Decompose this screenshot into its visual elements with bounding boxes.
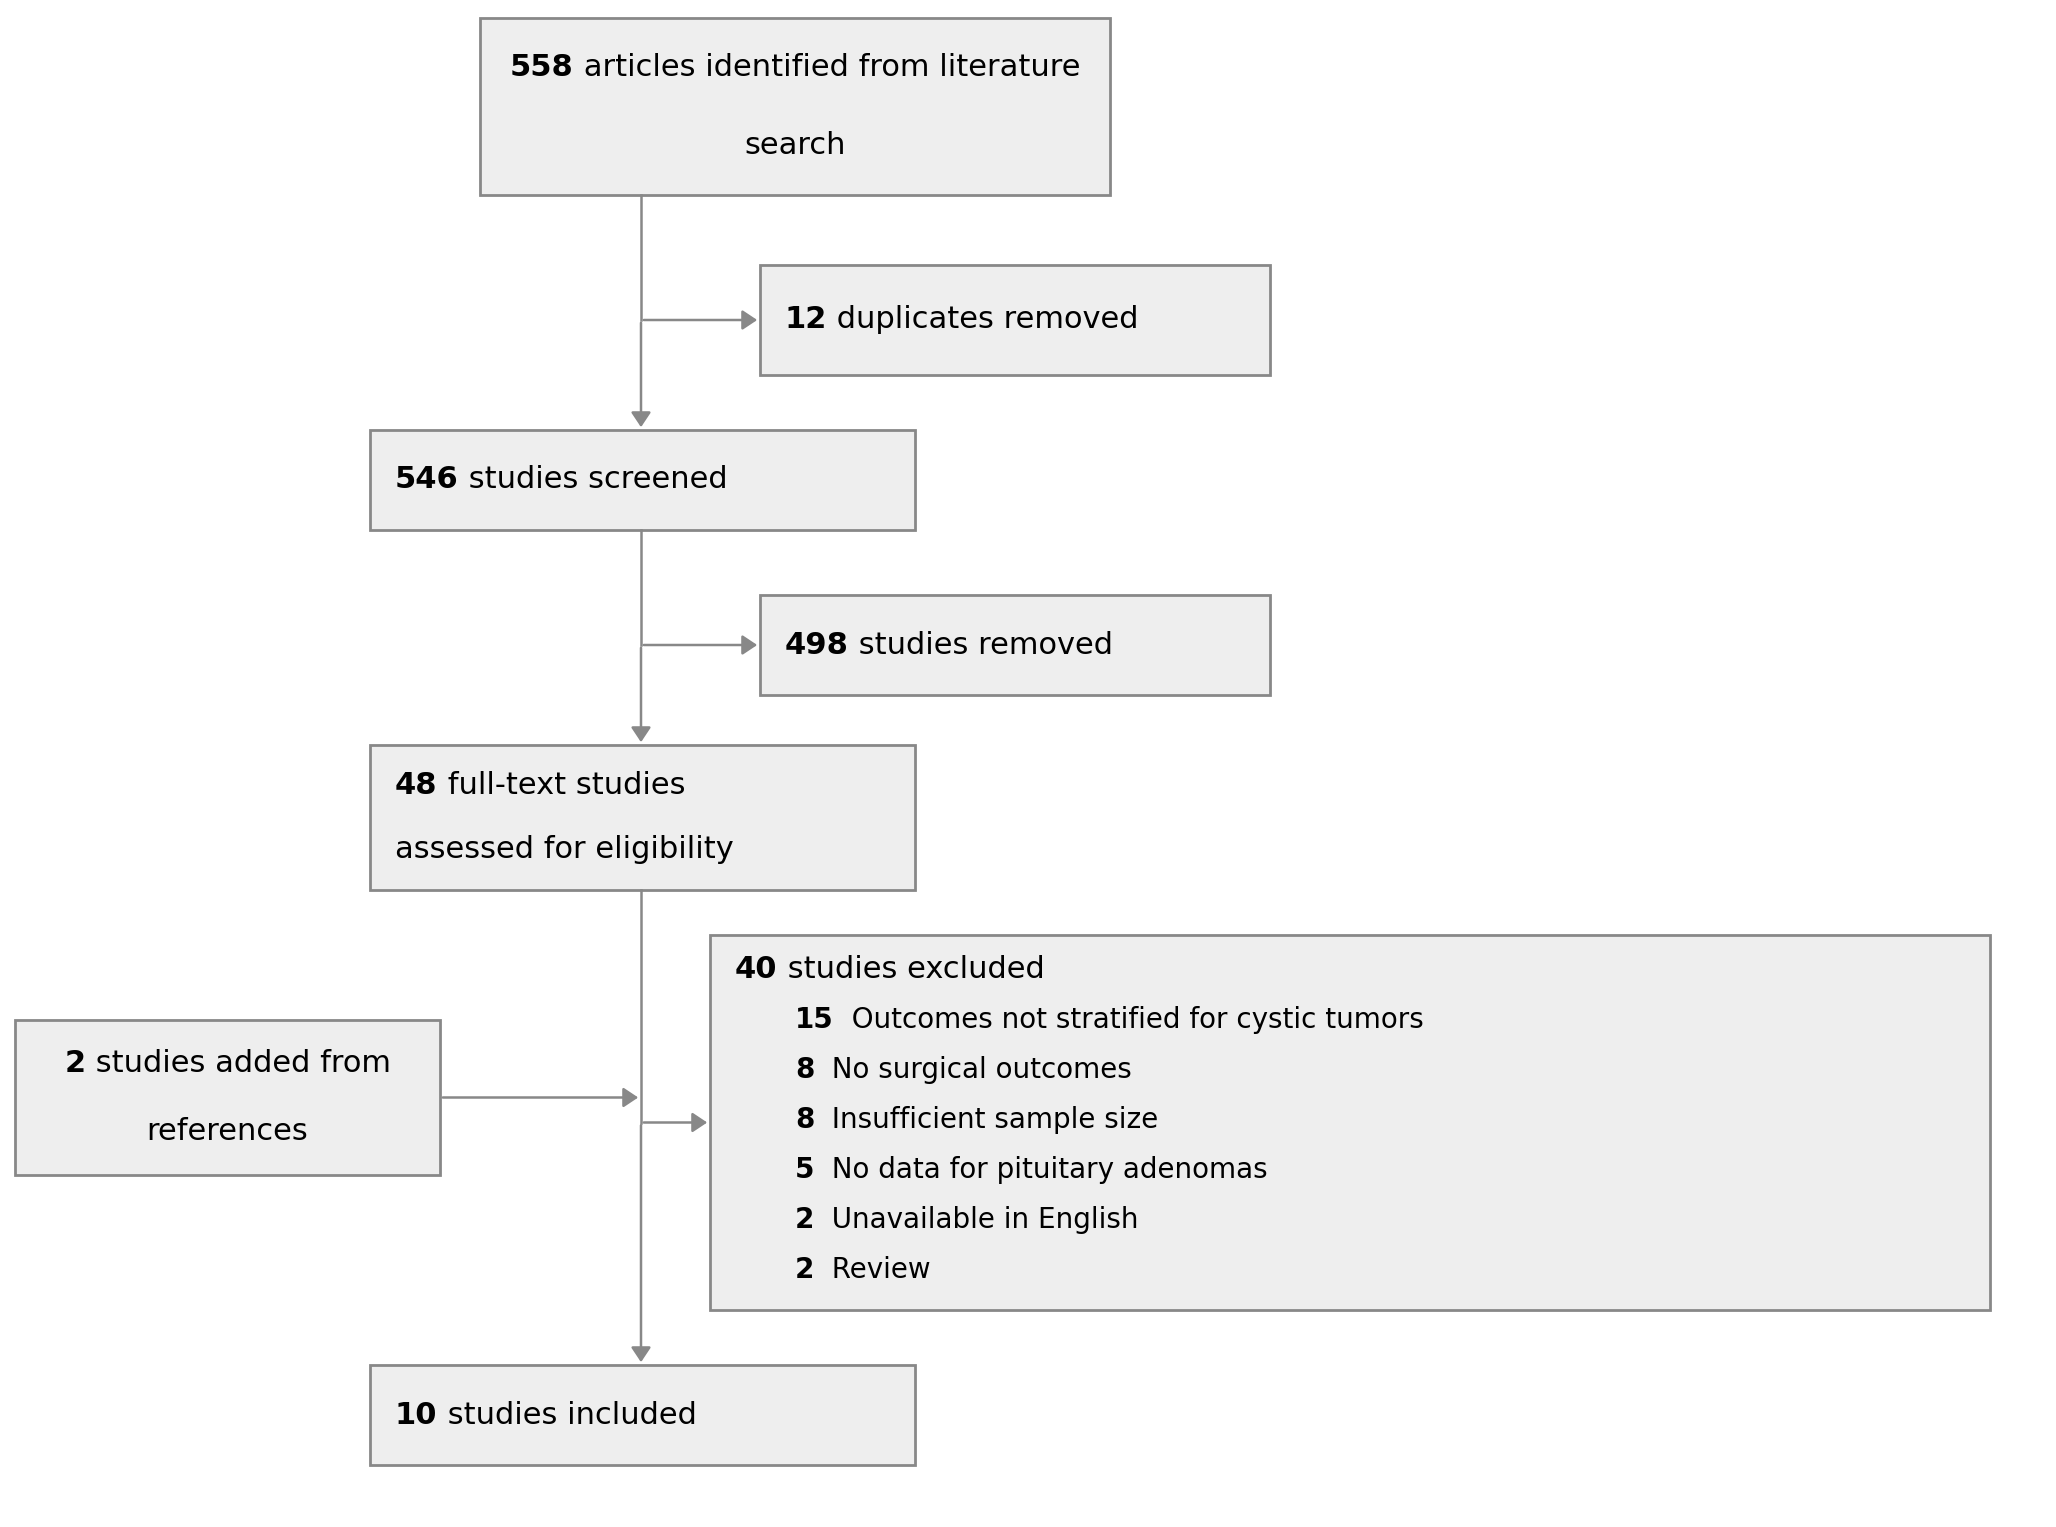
FancyBboxPatch shape [14, 1020, 440, 1174]
Text: Review: Review [814, 1257, 931, 1284]
Text: 5: 5 [796, 1156, 814, 1183]
Text: Outcomes not stratified for cystic tumors: Outcomes not stratified for cystic tumor… [835, 1006, 1423, 1034]
FancyBboxPatch shape [709, 935, 1990, 1310]
Text: 8: 8 [796, 1057, 814, 1084]
Text: articles identified from literature: articles identified from literature [574, 53, 1079, 82]
Text: references: references [146, 1118, 308, 1147]
Text: 546: 546 [395, 466, 458, 495]
Text: studies removed: studies removed [849, 631, 1112, 660]
Text: 12: 12 [785, 305, 827, 334]
Text: full-text studies: full-text studies [438, 771, 685, 800]
Text: search: search [744, 131, 845, 160]
Text: duplicates removed: duplicates removed [827, 305, 1139, 334]
Text: 40: 40 [734, 956, 777, 985]
FancyBboxPatch shape [761, 266, 1271, 376]
Text: studies added from: studies added from [86, 1049, 391, 1078]
Text: 48: 48 [395, 771, 438, 800]
Text: 498: 498 [785, 631, 849, 660]
Text: 558: 558 [510, 53, 574, 82]
Text: 8: 8 [796, 1106, 814, 1135]
Text: 2: 2 [796, 1257, 814, 1284]
Text: 15: 15 [796, 1006, 835, 1034]
Text: 10: 10 [395, 1400, 438, 1429]
Text: studies screened: studies screened [458, 466, 728, 495]
Text: Insufficient sample size: Insufficient sample size [814, 1106, 1160, 1135]
Text: studies included: studies included [438, 1400, 697, 1429]
FancyBboxPatch shape [370, 431, 915, 530]
Text: Unavailable in English: Unavailable in English [814, 1206, 1139, 1234]
Text: assessed for eligibility: assessed for eligibility [395, 835, 734, 864]
Text: No surgical outcomes: No surgical outcomes [814, 1057, 1133, 1084]
FancyBboxPatch shape [479, 18, 1110, 195]
FancyBboxPatch shape [761, 596, 1271, 695]
Text: 2: 2 [64, 1049, 86, 1078]
FancyBboxPatch shape [370, 1365, 915, 1464]
Text: studies excluded: studies excluded [777, 956, 1044, 985]
FancyBboxPatch shape [370, 745, 915, 890]
Text: 2: 2 [796, 1206, 814, 1234]
Text: No data for pituitary adenomas: No data for pituitary adenomas [814, 1156, 1269, 1183]
